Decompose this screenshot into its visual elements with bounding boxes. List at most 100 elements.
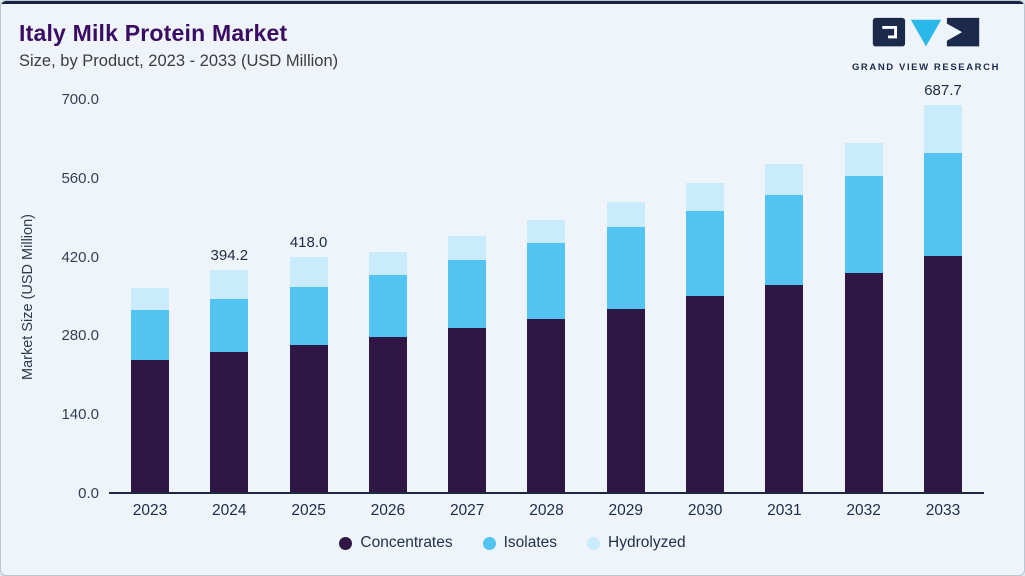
x-tick-label: 2031 [767,502,802,519]
bar-segment-isolates [368,274,407,337]
top-accent-line [1,1,1024,4]
bar-stack [210,270,249,492]
bar-segment-concentrates [368,336,407,492]
grand-view-research-logo: GRAND VIEW RESEARCH [850,16,1002,73]
y-axis-title: Market Size (USD Million) [20,214,36,380]
bar-column [835,100,893,492]
bar-segment-concentrates [131,359,169,492]
bar-stack [923,104,962,492]
legend-item-concentrates: Concentrates [339,534,453,552]
legend-dot-icon [587,536,601,550]
bar-segment-isolates [448,259,487,329]
y-tick-label: 560.0 [61,169,99,187]
bar-segment-concentrates [527,318,566,492]
bar-segment-hydrolyzed [131,287,169,311]
bar-stack [131,287,169,492]
legend: Concentrates Isolates Hydrolyzed [1,534,1024,552]
x-tick-label: 2023 [132,502,168,519]
bar-stack [765,163,804,492]
logo-marks-icon [872,17,980,47]
bar-segment-isolates [765,194,804,286]
y-tick-label: 700.0 [61,91,99,108]
plot-area: 394.2 418.0 687.7 [109,82,984,494]
bar-segment-hydrolyzed [289,256,328,288]
chart-header: Italy Milk Protein Market Size, by Produ… [1,4,1024,86]
bar-column: 394.2 [200,100,258,492]
bar-segment-isolates [289,287,328,345]
bars-container: 394.2 418.0 687.7 [109,82,984,492]
x-tick-label: 2025 [291,502,326,519]
bar-stack [289,256,328,492]
bar-segment-isolates [131,310,169,360]
bar-column: 687.7 [914,82,972,492]
x-tick-label: 2028 [529,502,564,519]
bar-segment-concentrates [923,255,962,492]
chart-title: Italy Milk Protein Market [19,20,288,46]
x-tick-label: 2032 [846,502,881,519]
bar-segment-isolates [527,242,566,319]
bar-segment-hydrolyzed [606,201,645,228]
bar-segment-hydrolyzed [527,220,566,243]
y-tick-label: 420.0 [61,248,99,266]
bar-segment-isolates [606,227,645,309]
bar-column: 418.0 [280,100,338,492]
bar-segment-isolates [210,298,249,353]
bar-stack [606,201,645,492]
legend-dot-icon [482,536,496,550]
x-axis: 2023 2024 2025 2026 2027 2028 2029 2030 2031 2032… [109,502,984,520]
x-tick-label: 2033 [925,502,961,519]
x-tick-label: 2029 [608,502,644,519]
bar-segment-isolates [923,153,962,256]
x-tick-label: 2024 [212,502,247,519]
bar-stack [368,252,407,492]
bar-segment-hydrolyzed [923,104,962,154]
bar-total-label: 687.7 [924,81,962,99]
bar-column [121,100,179,492]
bar-stack [686,183,725,492]
logo-text: GRAND VIEW RESEARCH [851,62,1001,73]
bar-segment-hydrolyzed [368,252,407,275]
chart-subtitle: Size, by Product, 2023 - 2033 (USD Milli… [19,52,339,70]
y-tick-label: 140.0 [61,406,99,424]
legend-label: Concentrates [360,534,453,551]
bar-segment-hydrolyzed [765,163,804,195]
y-tick-label: 0.0 [78,485,99,502]
bar-segment-concentrates [448,328,487,492]
bar-segment-concentrates [844,272,883,492]
bar-segment-hydrolyzed [686,183,725,212]
x-tick-label: 2030 [687,502,723,519]
bar-total-label: 418.0 [289,233,328,251]
x-tick-label: 2026 [370,502,406,519]
y-tick-label: 280.0 [61,327,99,345]
bar-column [517,100,575,492]
bar-segment-concentrates [210,352,249,492]
bar-segment-concentrates [606,308,645,492]
plot-column: 394.2 418.0 687.7 2023 2024 2025 2026 2027 2028… [109,82,984,520]
bar-segment-hydrolyzed [210,270,249,299]
legend-item-isolates: Isolates [482,534,558,552]
bar-segment-isolates [844,175,883,273]
legend-item-hydrolyzed: Hydrolyzed [587,534,686,552]
bar-stack [448,235,487,492]
y-axis: 0.0 140.0 280.0 420.0 560.0 700.0 [41,91,109,502]
bar-stack [527,220,566,492]
x-tick-label: 2027 [449,502,485,519]
bar-segment-hydrolyzed [844,143,883,176]
legend-label: Isolates [503,534,558,551]
bar-segment-concentrates [686,295,725,492]
legend-dot-icon [339,536,353,550]
bar-column [438,100,496,492]
bar-total-label: 394.2 [210,247,249,265]
bar-segment-concentrates [765,285,804,492]
bar-column [597,100,655,492]
bar-column [676,100,734,492]
bar-column [359,100,417,492]
bar-column [755,100,813,492]
bar-stack [844,143,883,492]
bar-segment-isolates [686,211,725,296]
bar-segment-hydrolyzed [448,235,487,260]
bar-segment-concentrates [289,344,328,492]
chart: Market Size (USD Million) 0.0 140.0 280.0 4… [15,82,984,520]
legend-label: Hydrolyzed [608,534,686,551]
